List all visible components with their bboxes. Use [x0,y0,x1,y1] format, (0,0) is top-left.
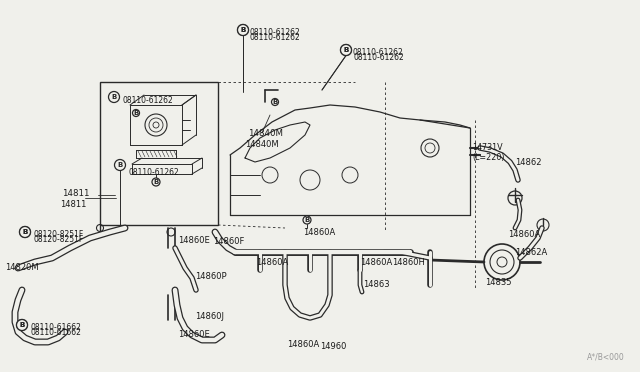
Text: 14811: 14811 [60,200,86,209]
Text: 08110-61662: 08110-61662 [30,328,81,337]
Circle shape [152,178,160,186]
Text: B: B [111,94,116,100]
Circle shape [340,45,351,55]
Text: 08110-61262: 08110-61262 [353,48,404,57]
Text: 08110-61662: 08110-61662 [30,323,81,331]
Text: 14860F: 14860F [213,237,244,246]
Circle shape [109,92,120,103]
Text: B: B [133,110,139,116]
Text: 14860A: 14860A [508,230,540,239]
Circle shape [17,320,28,330]
Text: 14835: 14835 [485,278,511,287]
Bar [100,82,218,225]
Text: B: B [241,27,246,33]
Text: B: B [19,322,24,328]
Circle shape [19,227,31,237]
Text: 14960: 14960 [320,342,346,351]
Text: B: B [344,47,349,53]
Text: 08110-61262: 08110-61262 [354,53,404,62]
Circle shape [115,160,125,170]
Text: 14820M: 14820M [5,263,38,272]
Text: B: B [273,99,278,105]
Circle shape [132,109,140,116]
Circle shape [237,25,248,35]
Text: 14860J: 14860J [195,312,224,321]
Circle shape [271,99,278,106]
Circle shape [340,45,351,55]
Text: 08120-8251F: 08120-8251F [33,235,83,244]
Text: B: B [22,229,28,235]
Text: 14860A: 14860A [287,340,319,349]
Text: B: B [241,27,246,33]
Text: 14860E: 14860E [178,236,210,245]
Text: 14860E: 14860E [178,330,210,339]
Circle shape [303,216,311,224]
Text: 14860H: 14860H [392,258,425,267]
Text: 14863: 14863 [363,280,390,289]
Text: B: B [344,47,349,53]
Circle shape [17,320,28,330]
Text: B: B [154,179,159,185]
Text: B: B [117,162,123,168]
Text: 08120-8251F: 08120-8251F [33,230,83,238]
Text: B: B [305,217,310,223]
Text: 14860A: 14860A [256,258,288,267]
Text: B: B [22,229,28,235]
Text: 14862A: 14862A [515,248,547,257]
Text: 14731V
(L=220): 14731V (L=220) [472,143,504,163]
Circle shape [19,227,31,237]
Circle shape [237,25,248,35]
Text: B: B [19,322,24,328]
Text: 08110-61262: 08110-61262 [122,96,173,105]
Text: 08110-61262: 08110-61262 [250,33,301,42]
Text: A*/B<000: A*/B<000 [588,353,625,362]
Text: 14860P: 14860P [195,272,227,281]
Text: 14862: 14862 [515,158,541,167]
Text: 14840M: 14840M [248,128,283,138]
Text: 14840M: 14840M [245,140,278,149]
Text: 08110-61262: 08110-61262 [250,28,301,36]
Text: 14860A: 14860A [303,228,335,237]
Text: 14811: 14811 [62,189,90,198]
Text: 14860A: 14860A [360,258,392,267]
Text: 08110-61262: 08110-61262 [128,168,179,177]
